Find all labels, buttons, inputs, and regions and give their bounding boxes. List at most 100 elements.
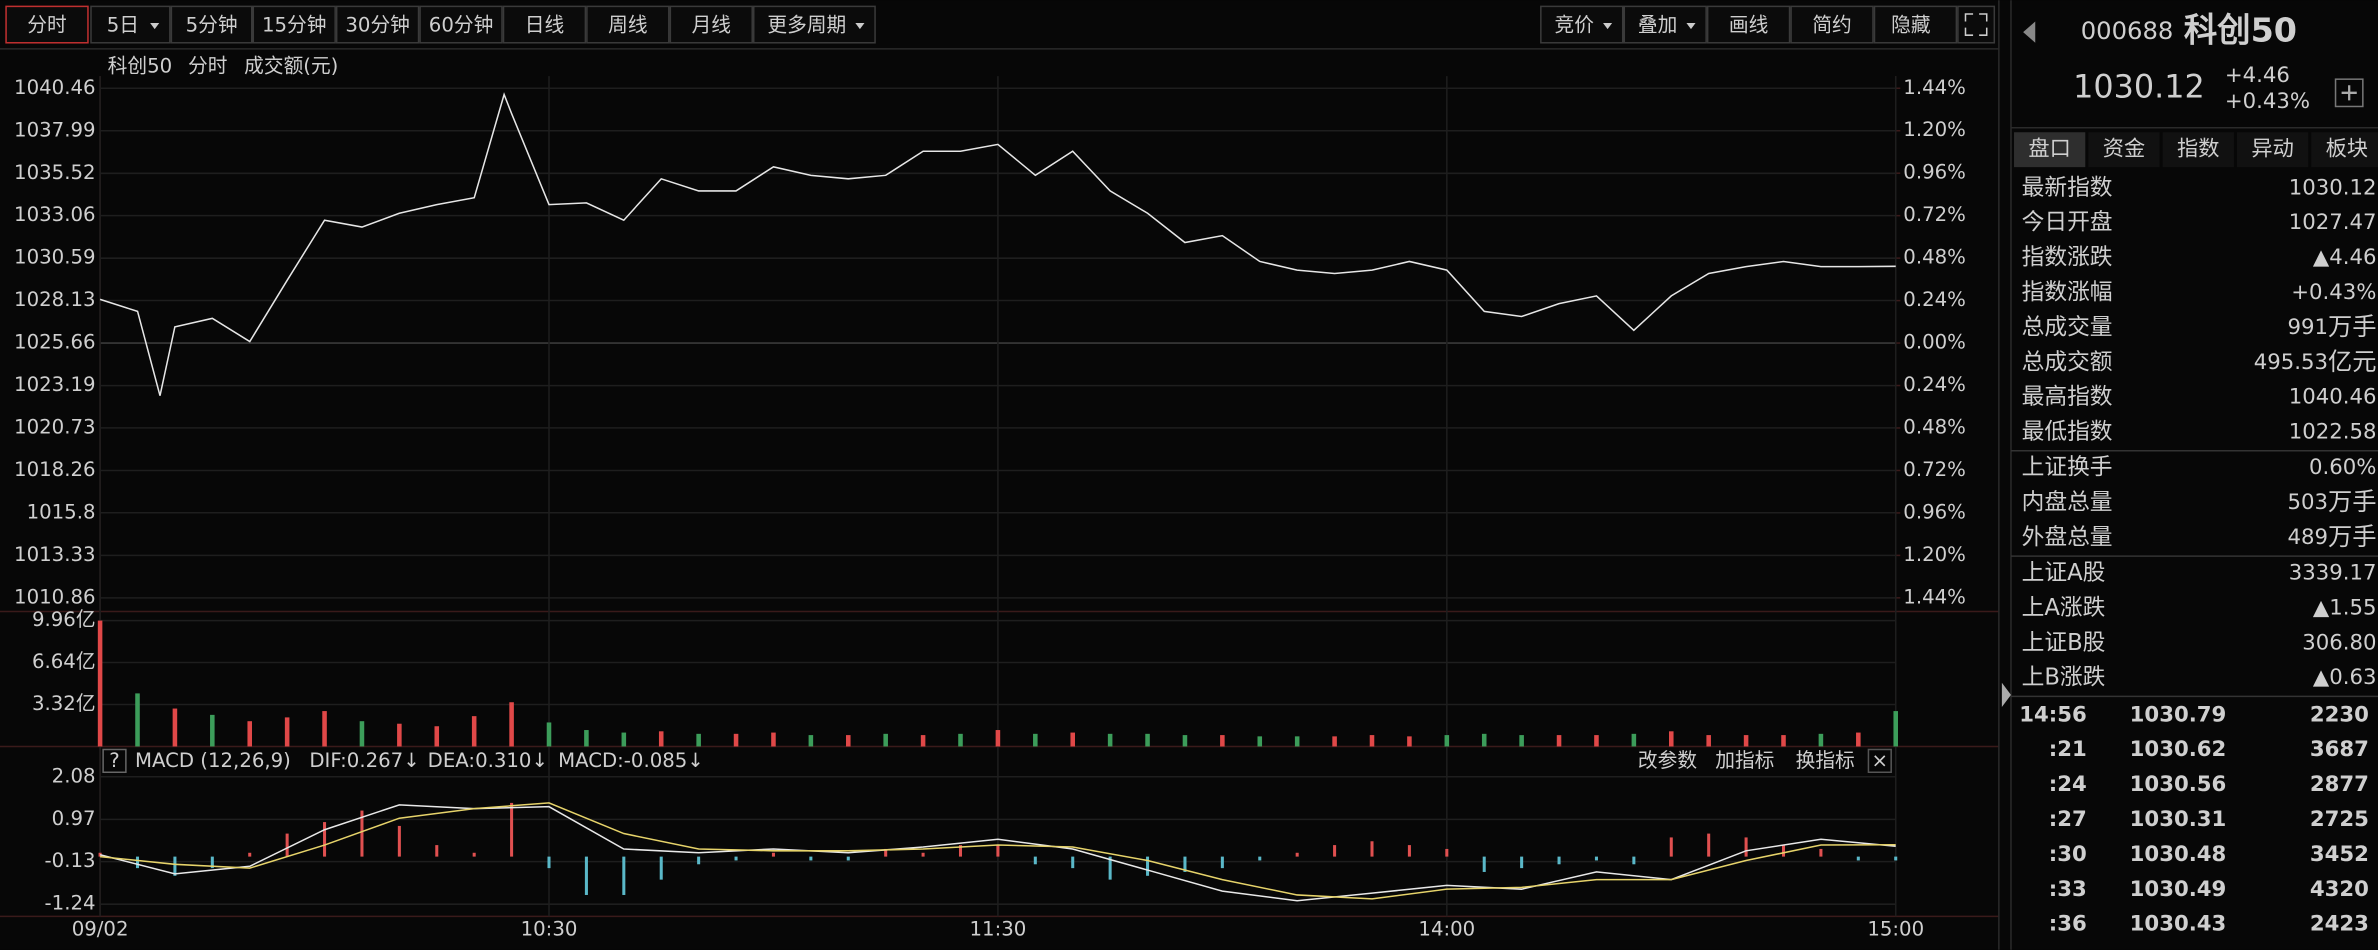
trade-volume: 4320 xyxy=(2310,877,2369,902)
period-button[interactable] xyxy=(252,5,336,44)
trade-volume: 2423 xyxy=(2310,912,2369,937)
macd-bar xyxy=(1894,856,1898,861)
macd-bar xyxy=(435,845,439,857)
macd-bar xyxy=(1781,845,1786,857)
period-button[interactable] xyxy=(752,5,876,44)
collapse-arrow[interactable] xyxy=(2001,682,2011,708)
tab[interactable] xyxy=(2162,132,2234,168)
trade-volume: 2725 xyxy=(2310,807,2369,832)
y2-tick-label: 0.72% xyxy=(1903,458,1966,481)
tool-label[interactable]: 竞价 xyxy=(1555,14,1595,37)
y-tick-label: 2.08 xyxy=(52,764,96,787)
tab-label[interactable]: 板块 xyxy=(2326,137,2368,162)
tool-label[interactable]: 叠加 xyxy=(1638,14,1677,37)
tool-button[interactable] xyxy=(1790,5,1874,44)
period-button[interactable] xyxy=(502,5,587,44)
volume-bar xyxy=(546,722,552,747)
indicator-action[interactable]: 换指标 xyxy=(1796,749,1855,772)
macd-bar xyxy=(1594,856,1598,861)
tool-button[interactable] xyxy=(1873,5,1958,44)
period-label[interactable]: 30分钟 xyxy=(345,14,409,37)
volume-bar xyxy=(808,735,814,747)
y2-tick-label: 1.20% xyxy=(1903,543,1966,566)
tool-label[interactable]: 隐藏 xyxy=(1891,14,1931,37)
row-label: 上证换手 xyxy=(2022,455,2113,481)
prev-arrow[interactable] xyxy=(2023,21,2036,43)
period-label[interactable]: 分时 xyxy=(27,14,66,37)
macd-bar xyxy=(659,856,663,880)
tab[interactable] xyxy=(2311,132,2378,168)
period-label[interactable]: 5分钟 xyxy=(186,14,238,37)
expand-icon[interactable] xyxy=(1964,13,1988,36)
volume-bar xyxy=(1631,733,1637,747)
y-tick-label: 1015.8 xyxy=(27,500,96,523)
period-button[interactable] xyxy=(335,5,420,44)
macd-bar xyxy=(472,852,476,857)
volume-bar xyxy=(1743,735,1749,747)
trade-price: 1030.48 xyxy=(2130,842,2227,867)
period-button[interactable] xyxy=(170,5,253,44)
indicator-action[interactable]: 改参数 xyxy=(1638,749,1697,772)
period-label[interactable]: 更多周期 xyxy=(767,14,846,37)
volume-bar xyxy=(1818,733,1824,747)
period-button[interactable] xyxy=(419,5,503,44)
macd-bar xyxy=(1557,856,1561,865)
add-box[interactable] xyxy=(2334,78,2364,108)
mode-label: 分时 xyxy=(188,55,227,78)
volume-bar xyxy=(920,735,926,747)
macd-bar xyxy=(1071,856,1075,869)
help-box[interactable] xyxy=(102,748,127,774)
period-label[interactable]: 周线 xyxy=(608,14,647,37)
tab-label[interactable]: 资金 xyxy=(2103,137,2145,162)
macd-bar xyxy=(1258,856,1262,861)
period-button[interactable] xyxy=(669,5,753,44)
macd-bar xyxy=(1520,856,1524,869)
volume-bar xyxy=(1706,735,1711,747)
volume-bar xyxy=(845,735,851,747)
tool-label[interactable]: 简约 xyxy=(1812,14,1851,37)
period-label[interactable]: 5日 xyxy=(107,14,139,37)
row-value: ▲4.46 xyxy=(2313,245,2377,270)
tab-label[interactable]: 盘口 xyxy=(2028,137,2070,162)
indicator-action[interactable]: 加指标 xyxy=(1715,749,1774,772)
tab[interactable] xyxy=(2014,132,2086,168)
y2-tick-label: 0.24% xyxy=(1903,288,1966,311)
row-label: 上证A股 xyxy=(2022,560,2106,586)
add-icon[interactable] xyxy=(2341,85,2357,101)
dropdown-arrow xyxy=(855,23,865,30)
expand-button[interactable] xyxy=(1957,5,1996,44)
macd-bar xyxy=(1108,856,1112,880)
tab[interactable] xyxy=(2236,132,2309,168)
macd-bar xyxy=(584,856,588,895)
volume-bar xyxy=(958,733,963,747)
y-tick-label: 1013.33 xyxy=(14,543,95,566)
row-label: 上A涨跌 xyxy=(2022,595,2106,621)
volume-bar xyxy=(1033,733,1038,747)
period-label[interactable]: 15分钟 xyxy=(262,14,326,37)
close[interactable]: × xyxy=(1872,749,1889,772)
tab-label[interactable]: 异动 xyxy=(2251,137,2293,162)
tool-button[interactable] xyxy=(1706,5,1791,44)
close-box[interactable] xyxy=(1867,748,1892,774)
volume-bar xyxy=(1481,733,1487,747)
period-label[interactable]: 60分钟 xyxy=(429,14,493,37)
period-label[interactable]: 日线 xyxy=(525,14,564,37)
macd-bar xyxy=(1856,856,1860,861)
y-tick-label: 0.97 xyxy=(52,807,96,830)
tab[interactable] xyxy=(2088,132,2160,168)
period-label[interactable]: 月线 xyxy=(692,14,731,37)
tab-label[interactable]: 指数 xyxy=(2177,137,2219,162)
volume-bar xyxy=(1668,731,1674,747)
tool-label[interactable]: 画线 xyxy=(1729,14,1768,37)
macd-bar xyxy=(1707,833,1711,857)
y-tick-label: 1035.52 xyxy=(14,161,95,184)
x-tick-label: 11:30 xyxy=(970,917,1027,940)
period-button[interactable] xyxy=(5,5,89,44)
volume-bar xyxy=(1519,735,1524,747)
volume-bar xyxy=(434,726,440,747)
help[interactable]: ? xyxy=(109,749,119,772)
period-button[interactable] xyxy=(586,5,670,44)
row-unit: 万手 xyxy=(2328,487,2377,516)
